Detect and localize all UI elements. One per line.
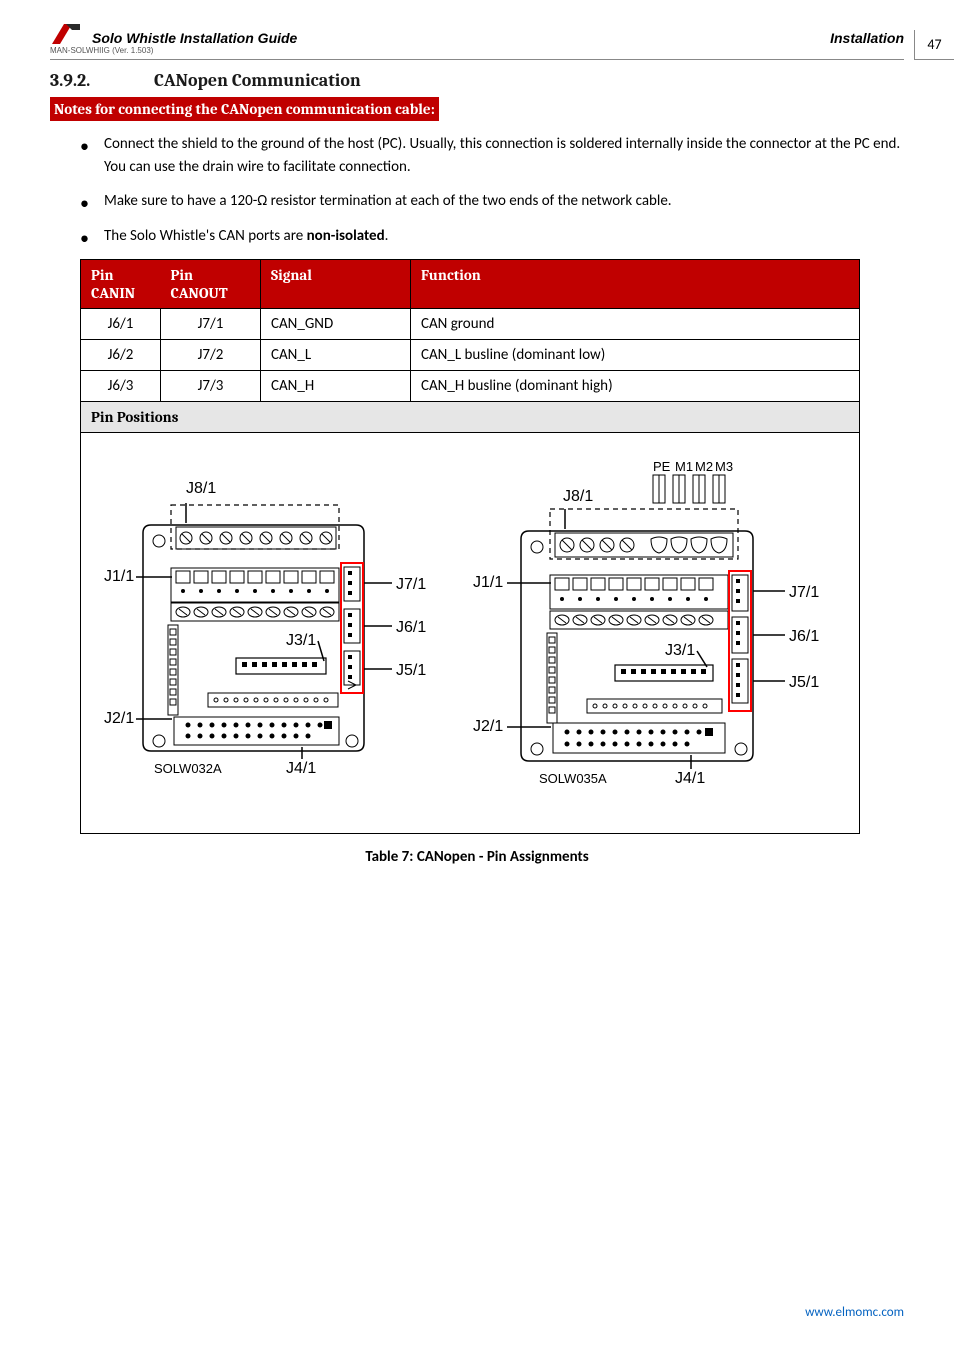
footer-url[interactable]: www.elmomc.com xyxy=(805,1305,904,1320)
page-number: 47 xyxy=(914,30,954,60)
pin-table: Pin CANIN Pin CANOUT Signal Function J6/… xyxy=(80,259,860,834)
elmo-logo-icon xyxy=(50,20,82,48)
section-label: Installation xyxy=(830,30,904,46)
label-j7: J7/1 xyxy=(396,576,426,593)
section-number: 3.9.2. xyxy=(50,70,150,91)
pin-positions-row: Pin Positions xyxy=(81,402,860,433)
th-pin-canout: Pin CANOUT xyxy=(161,260,261,309)
label-j3: J3/1 xyxy=(286,632,316,649)
table-row: J6/1 J7/1 CAN_GND CAN ground xyxy=(81,309,860,340)
doc-title: Solo Whistle Installation Guide xyxy=(92,30,904,46)
label-j7-r: J7/1 xyxy=(789,584,819,601)
label-j2-r: J2/1 xyxy=(473,718,503,735)
bullet-item: Make sure to have a 120-Ω resistor termi… xyxy=(80,190,904,213)
diagram-row: J8/1 xyxy=(81,433,860,834)
svg-text:M1: M1 xyxy=(675,459,693,474)
label-j4: J4/1 xyxy=(286,760,316,777)
board-diagram-left: J8/1 xyxy=(96,463,456,803)
svg-text:M3: M3 xyxy=(715,459,733,474)
label-j2: J2/1 xyxy=(104,710,134,727)
board-diagram-right: PE M1 M2 M3 J8/1 xyxy=(465,453,845,813)
diagram-wrap: J8/1 xyxy=(81,433,859,833)
label-j6-r: J6/1 xyxy=(789,628,819,645)
svg-text:PE: PE xyxy=(653,459,671,474)
bullet-item: Connect the shield to the ground of the … xyxy=(80,133,904,178)
label-j4-r: J4/1 xyxy=(675,770,705,787)
th-function: Function xyxy=(411,260,860,309)
label-j5-r: J5/1 xyxy=(789,674,819,691)
table-row: J6/2 J7/2 CAN_L CAN_L busline (dominant … xyxy=(81,340,860,371)
content: 3.9.2. CANopen Communication Notes for c… xyxy=(0,60,954,866)
svg-text:M2: M2 xyxy=(695,459,713,474)
label-j6: J6/1 xyxy=(396,619,426,636)
man-version: MAN-SOLWHIIG (Ver. 1.503) xyxy=(50,46,904,55)
notes-bar: Notes for connecting the CANopen communi… xyxy=(50,97,439,121)
page-header: Solo Whistle Installation Guide Installa… xyxy=(50,0,904,60)
label-j8: J8/1 xyxy=(186,480,216,497)
label-j8-r: J8/1 xyxy=(563,488,593,505)
section-title: CANopen Communication xyxy=(154,70,361,91)
label-j1-r: J1/1 xyxy=(473,574,503,591)
label-j3-r: J3/1 xyxy=(665,642,695,659)
footer-link[interactable]: www.elmomc.com xyxy=(805,1305,904,1320)
label-j5: J5/1 xyxy=(396,662,426,679)
table-caption: Table 7: CANopen - Pin Assignments xyxy=(50,848,904,866)
board-id-left: SOLW032A xyxy=(154,761,222,776)
bullet-item: The Solo Whistle's CAN ports are non-iso… xyxy=(80,225,904,248)
bullet-list: Connect the shield to the ground of the … xyxy=(50,133,904,247)
logo xyxy=(50,20,82,48)
th-pin-canin: Pin CANIN xyxy=(81,260,161,309)
section-heading: 3.9.2. CANopen Communication xyxy=(50,70,904,91)
label-j1: J1/1 xyxy=(104,568,134,585)
th-signal: Signal xyxy=(261,260,411,309)
board-id-right: SOLW035A xyxy=(539,771,607,786)
table-row: J6/3 J7/3 CAN_H CAN_H busline (dominant … xyxy=(81,371,860,402)
